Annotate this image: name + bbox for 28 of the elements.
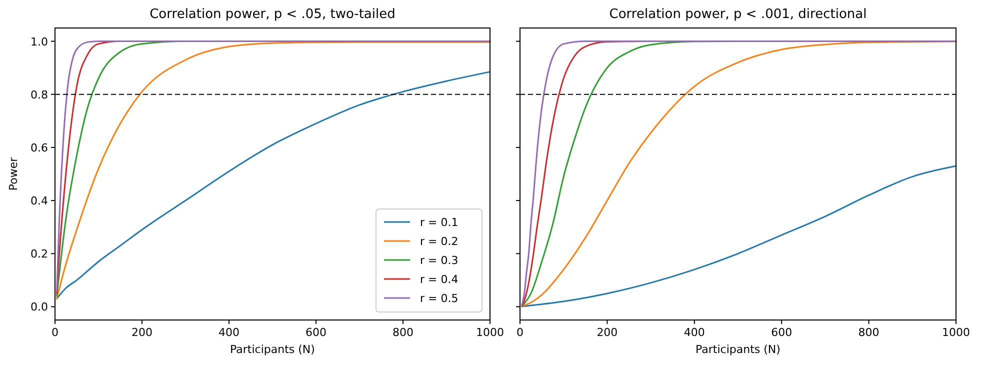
y-tick-label: 0.0 <box>30 300 48 314</box>
x-tick-label: 200 <box>132 326 152 339</box>
chart-title: Correlation power, p < .001, directional <box>609 7 867 22</box>
x-axis-title: Participants (N) <box>696 343 780 356</box>
y-tick-label: 0.8 <box>30 88 48 102</box>
y-tick-label: 0.6 <box>30 141 48 154</box>
legend-label: r = 0.2 <box>420 235 458 248</box>
y-tick-label: 1.0 <box>30 35 48 48</box>
chart-title: Correlation power, p < .05, two-tailed <box>150 7 396 22</box>
x-tick-label: 200 <box>596 326 618 339</box>
x-tick-label: 0 <box>516 326 524 339</box>
x-tick-label: 400 <box>684 326 705 339</box>
legend-label: r = 0.3 <box>420 254 458 267</box>
legend-label: r = 0.5 <box>420 292 458 305</box>
legend-label: r = 0.4 <box>420 273 458 286</box>
x-tick-label: 600 <box>306 326 326 339</box>
y-tick-label: 0.4 <box>30 194 48 208</box>
x-tick-label: 1000 <box>942 326 970 339</box>
x-tick-label: 600 <box>771 326 792 339</box>
x-tick-label: 1000 <box>476 326 504 339</box>
y-tick-label: 0.2 <box>30 248 48 261</box>
x-tick-label: 800 <box>858 326 880 339</box>
x-tick-label: 400 <box>218 326 240 339</box>
legend-label: r = 0.1 <box>420 216 458 229</box>
x-tick-label: 800 <box>392 326 414 339</box>
x-axis-title: Participants (N) <box>230 343 315 356</box>
x-tick-label: 0 <box>52 326 58 339</box>
y-axis-title: Power <box>7 156 20 191</box>
